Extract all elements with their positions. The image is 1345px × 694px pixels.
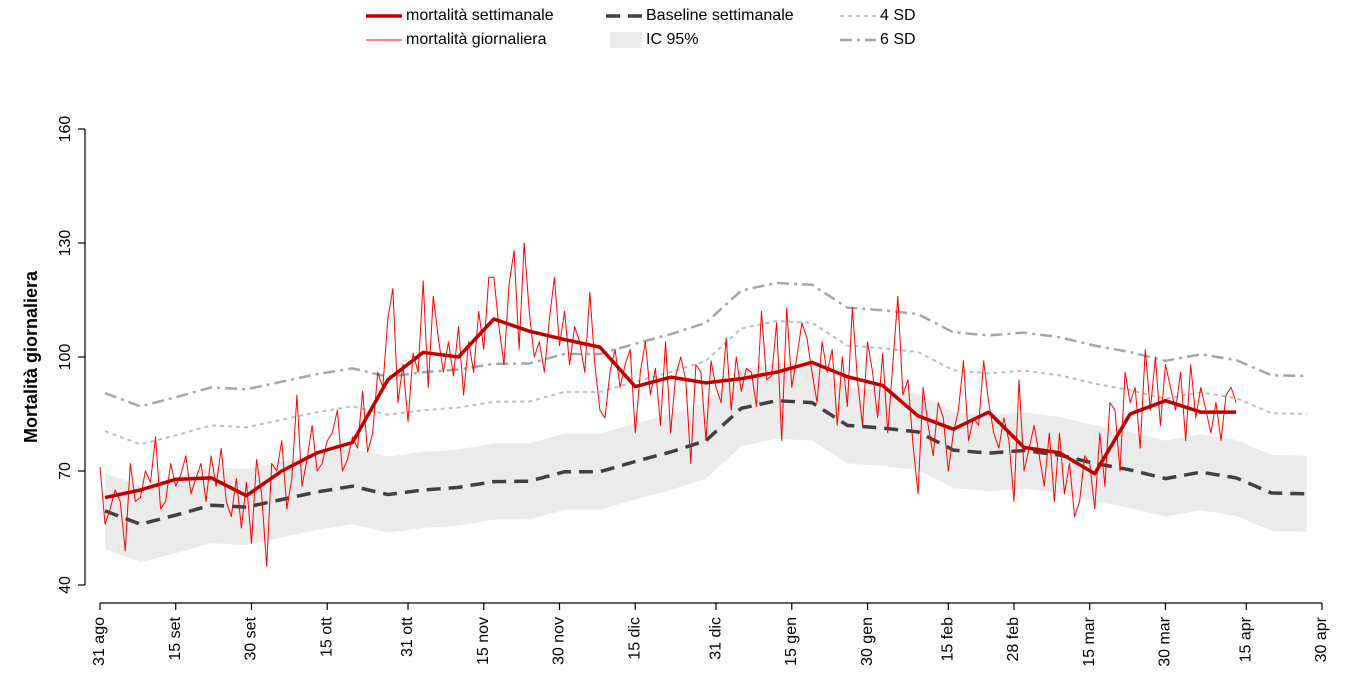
x-tick-label: 30 mar (1157, 616, 1174, 666)
x-tick-label: 30 nov (551, 617, 568, 665)
series-line (104, 317, 1237, 500)
x-tick-label: 15 set (167, 616, 184, 660)
legend-label: mortalità giornaliera (406, 31, 547, 48)
x-tick-label: 15 dic (626, 617, 643, 660)
x-tick-label: 15 apr (1237, 616, 1254, 662)
x-tick-label: 15 nov (475, 617, 492, 665)
legend-label: IC 95% (646, 31, 698, 48)
x-tick-label: 15 feb (940, 617, 957, 662)
y-tick-label: 130 (57, 230, 74, 257)
y-tick-label: 100 (57, 344, 74, 371)
x-tick-label: 30 gen (859, 617, 876, 666)
series-line (104, 319, 1307, 446)
legend-label: Baseline settimanale (646, 7, 794, 24)
x-tick-label: 30 set (243, 616, 260, 660)
x-tick-label: 31 dic (707, 617, 724, 660)
x-tick-label: 30 apr (1313, 616, 1330, 662)
legend-label: 4 SD (880, 7, 916, 24)
x-tick-label: 31 ago (91, 617, 108, 666)
y-tick-label: 160 (57, 116, 74, 143)
legend-swatch (610, 32, 642, 48)
legend-label: 6 SD (880, 31, 916, 48)
x-tick-label: 15 mar (1081, 616, 1098, 666)
confidence-band (105, 362, 1307, 563)
y-tick-label: 70 (57, 462, 74, 480)
y-tick-label: 40 (57, 576, 74, 594)
y-axis-title: Mortalità giornaliera (21, 270, 41, 443)
x-tick-label: 31 ott (399, 616, 416, 657)
series-line (99, 242, 1237, 567)
x-tick-label: 28 feb (1005, 617, 1022, 662)
x-tick-label: 15 gen (783, 617, 800, 666)
series-line (104, 281, 1307, 408)
x-tick-label: 15 ott (318, 616, 335, 657)
legend-label: mortalità settimanale (406, 7, 554, 24)
